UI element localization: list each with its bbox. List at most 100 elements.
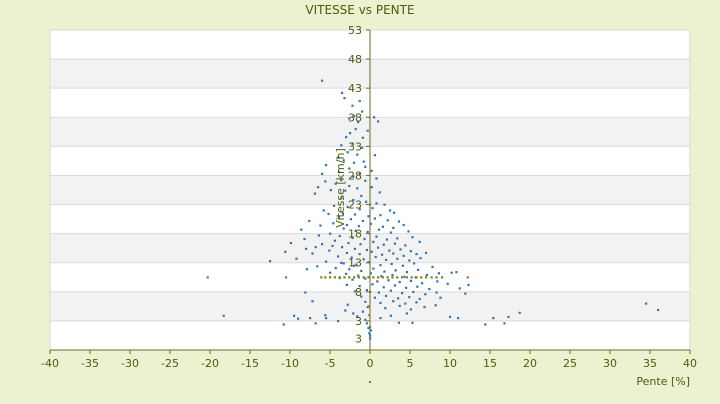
data-point	[358, 208, 361, 211]
data-point	[369, 334, 372, 337]
x-tick-label: 20	[523, 357, 537, 370]
data-point	[419, 257, 422, 260]
data-point	[364, 165, 367, 168]
data-point	[374, 255, 377, 259]
data-point	[416, 285, 419, 288]
data-point	[373, 116, 376, 119]
data-point	[359, 243, 362, 246]
data-point	[418, 240, 421, 243]
data-point	[383, 203, 386, 206]
data-point	[364, 179, 367, 182]
y-tick-label: 8	[355, 286, 362, 299]
data-point	[407, 230, 410, 233]
data-point	[344, 189, 347, 192]
data-point-flat	[401, 276, 404, 279]
data-point	[380, 275, 383, 278]
data-point	[345, 251, 348, 255]
data-point-flat	[369, 381, 371, 383]
data-point	[337, 156, 340, 159]
data-point	[397, 297, 400, 300]
data-point	[345, 223, 348, 227]
data-point	[391, 273, 394, 277]
data-point	[351, 278, 354, 281]
x-tick-label: -15	[241, 357, 259, 370]
data-point	[405, 312, 408, 315]
data-point-flat	[435, 276, 438, 279]
data-point	[360, 194, 363, 198]
data-point	[458, 287, 461, 290]
data-point-flat	[285, 276, 288, 279]
data-point	[377, 120, 380, 123]
data-point-flat	[381, 276, 384, 279]
data-point	[351, 104, 354, 107]
data-point	[368, 332, 371, 335]
data-point	[408, 296, 411, 299]
data-point	[363, 237, 366, 241]
y-tick-label: 3	[355, 332, 362, 345]
data-point	[346, 205, 349, 209]
data-point	[389, 231, 392, 234]
data-point	[467, 283, 470, 287]
data-point	[381, 225, 384, 228]
data-point	[357, 120, 360, 124]
data-point	[370, 250, 373, 253]
data-point	[295, 257, 298, 260]
data-point	[328, 249, 331, 252]
data-point	[378, 191, 381, 194]
data-point	[412, 290, 415, 294]
data-point	[388, 249, 391, 252]
data-point	[387, 279, 390, 282]
data-point	[409, 279, 412, 282]
data-point	[417, 268, 420, 271]
data-point	[379, 301, 382, 305]
data-point-flat	[377, 276, 380, 279]
data-point	[503, 322, 506, 325]
data-point	[340, 261, 343, 264]
y-tick-label: 28	[348, 169, 362, 182]
data-point	[436, 280, 439, 283]
data-point	[365, 200, 368, 203]
data-point	[317, 186, 320, 189]
data-point	[364, 318, 367, 321]
data-point-flat	[367, 276, 370, 279]
x-tick-label: 15	[483, 357, 497, 370]
data-point	[365, 289, 368, 292]
data-point	[385, 258, 388, 262]
data-point	[402, 223, 405, 227]
data-point	[371, 207, 374, 210]
x-tick-label: 35	[643, 357, 657, 370]
data-point	[353, 247, 356, 250]
data-point	[657, 308, 660, 312]
data-point	[354, 127, 357, 131]
data-point	[361, 110, 364, 113]
x-tick-label: 10	[443, 357, 457, 370]
data-point-flat	[348, 276, 351, 279]
data-point	[341, 246, 344, 249]
data-point	[394, 269, 397, 272]
data-point	[341, 212, 344, 215]
data-point	[362, 160, 365, 163]
y-tick-label: 3	[355, 315, 362, 328]
data-point	[337, 170, 340, 174]
data-point	[316, 265, 319, 268]
data-point	[369, 272, 372, 275]
data-point	[329, 189, 332, 192]
data-point	[431, 265, 434, 268]
data-point	[370, 186, 373, 189]
data-point	[360, 295, 363, 298]
data-point	[293, 314, 296, 317]
data-point	[409, 308, 412, 311]
data-point-flat	[333, 276, 336, 279]
data-point	[340, 179, 343, 182]
data-point	[366, 129, 369, 132]
data-point	[507, 315, 510, 319]
data-point	[439, 296, 442, 299]
data-point-flat	[415, 276, 418, 279]
data-point	[348, 117, 351, 120]
data-point	[361, 310, 364, 313]
data-point	[358, 172, 361, 175]
data-point-flat	[410, 276, 413, 279]
data-point	[353, 161, 356, 164]
data-point	[408, 259, 411, 262]
data-point	[383, 270, 386, 273]
